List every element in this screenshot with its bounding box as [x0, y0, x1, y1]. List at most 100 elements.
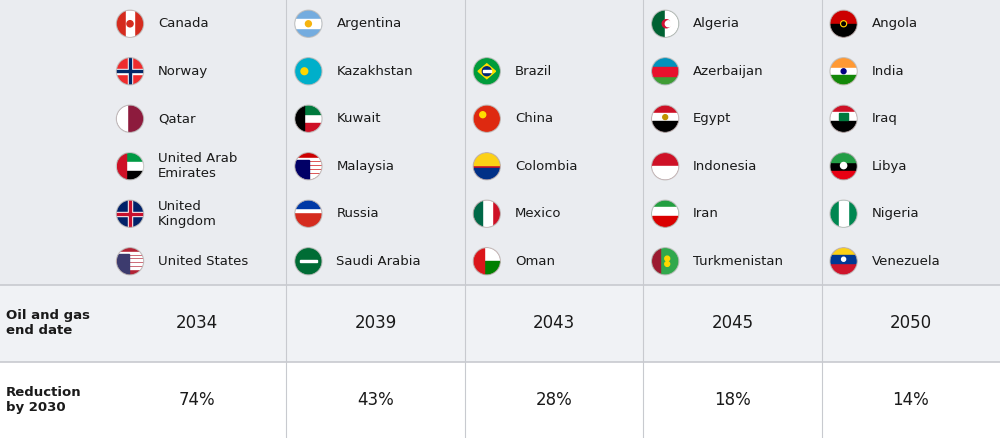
Circle shape: [473, 248, 500, 275]
Circle shape: [842, 257, 846, 261]
Polygon shape: [830, 153, 857, 162]
Polygon shape: [115, 212, 145, 215]
Polygon shape: [116, 171, 144, 180]
Circle shape: [830, 200, 857, 227]
Circle shape: [830, 248, 857, 275]
Text: United States: United States: [158, 255, 248, 268]
Circle shape: [295, 10, 322, 37]
Circle shape: [116, 248, 144, 275]
Polygon shape: [652, 76, 679, 85]
Circle shape: [652, 105, 679, 132]
Text: Iraq: Iraq: [872, 112, 897, 125]
Polygon shape: [295, 105, 304, 132]
Polygon shape: [652, 67, 679, 76]
Text: 14%: 14%: [892, 391, 929, 409]
Circle shape: [652, 58, 679, 85]
Circle shape: [295, 58, 322, 85]
Text: United Arab
Emirates: United Arab Emirates: [158, 152, 237, 180]
Polygon shape: [295, 170, 322, 172]
Circle shape: [116, 248, 144, 275]
Circle shape: [473, 58, 500, 85]
Text: Mexico: Mexico: [515, 207, 561, 220]
Circle shape: [652, 58, 679, 85]
Text: 18%: 18%: [714, 391, 751, 409]
Text: Azerbaijan: Azerbaijan: [693, 65, 764, 78]
Circle shape: [473, 200, 500, 227]
Circle shape: [295, 105, 322, 132]
Circle shape: [830, 10, 857, 37]
Polygon shape: [295, 158, 322, 160]
Circle shape: [295, 200, 322, 227]
Circle shape: [665, 21, 671, 27]
Text: Norway: Norway: [158, 65, 208, 78]
Polygon shape: [830, 248, 857, 260]
Text: Argentina: Argentina: [336, 17, 402, 30]
Polygon shape: [116, 263, 144, 265]
Circle shape: [116, 248, 144, 275]
Circle shape: [480, 112, 486, 118]
Polygon shape: [652, 248, 660, 275]
Circle shape: [652, 248, 679, 275]
Circle shape: [127, 21, 133, 27]
Circle shape: [116, 200, 144, 227]
Circle shape: [473, 153, 500, 180]
Circle shape: [116, 153, 144, 180]
Circle shape: [473, 153, 500, 180]
Polygon shape: [116, 251, 144, 254]
Polygon shape: [473, 153, 500, 165]
Polygon shape: [295, 160, 309, 180]
Circle shape: [116, 105, 144, 132]
Circle shape: [301, 68, 308, 74]
Circle shape: [116, 153, 144, 180]
Circle shape: [473, 105, 500, 132]
Polygon shape: [116, 256, 144, 258]
Circle shape: [652, 58, 679, 85]
Text: 2039: 2039: [354, 314, 397, 332]
Text: 2034: 2034: [176, 314, 218, 332]
Polygon shape: [116, 162, 144, 171]
Text: Angola: Angola: [872, 17, 918, 30]
Circle shape: [116, 153, 144, 180]
Text: India: India: [872, 65, 904, 78]
Polygon shape: [116, 153, 126, 180]
Text: Saudi Arabia: Saudi Arabia: [336, 255, 421, 268]
Circle shape: [830, 153, 857, 180]
Circle shape: [473, 153, 500, 180]
Circle shape: [116, 10, 144, 37]
Polygon shape: [830, 121, 857, 132]
Circle shape: [295, 58, 322, 85]
Circle shape: [652, 153, 679, 180]
Circle shape: [295, 248, 322, 275]
Text: 2043: 2043: [533, 314, 575, 332]
Polygon shape: [830, 254, 857, 263]
Polygon shape: [116, 267, 144, 269]
Text: 74%: 74%: [179, 391, 216, 409]
Polygon shape: [830, 68, 857, 74]
Circle shape: [830, 105, 857, 132]
Text: Egypt: Egypt: [693, 112, 732, 125]
Circle shape: [830, 248, 857, 275]
Circle shape: [665, 256, 670, 261]
Polygon shape: [116, 254, 129, 275]
FancyBboxPatch shape: [0, 0, 1000, 285]
Circle shape: [473, 200, 500, 227]
Circle shape: [842, 22, 845, 25]
Polygon shape: [830, 112, 857, 121]
Circle shape: [830, 153, 857, 180]
FancyBboxPatch shape: [0, 362, 1000, 438]
Polygon shape: [300, 261, 317, 262]
Circle shape: [473, 58, 500, 85]
Circle shape: [830, 58, 857, 85]
Text: Kuwait: Kuwait: [336, 112, 381, 125]
Polygon shape: [295, 200, 322, 208]
Polygon shape: [116, 259, 144, 261]
Circle shape: [305, 21, 311, 27]
Circle shape: [295, 200, 322, 227]
Polygon shape: [115, 104, 127, 134]
Circle shape: [652, 200, 679, 227]
Circle shape: [652, 200, 679, 227]
Polygon shape: [652, 121, 679, 132]
Polygon shape: [295, 174, 322, 180]
Circle shape: [295, 105, 322, 132]
Polygon shape: [484, 261, 500, 275]
